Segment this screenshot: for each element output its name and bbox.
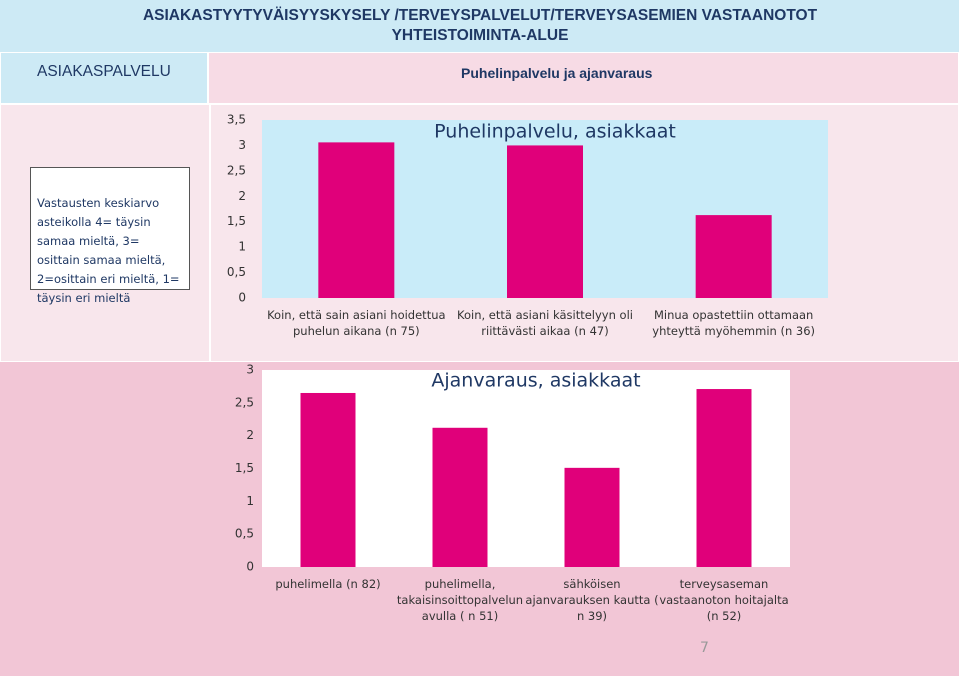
x-tick-label: Minua opastettiin ottamaan yhteyttä myöh…	[652, 308, 816, 338]
x-tick-label: Koin, että asiani käsittelyyn oli riittä…	[457, 308, 633, 338]
y-tick-label: 3	[238, 138, 246, 152]
y-tick-label: 0	[246, 560, 254, 574]
header-title: ASIAKASTYYTYVÄISYYSKYSELY /TERVEYSPALVEL…	[142, 7, 818, 44]
x-tick-label: terveysaseman vastaanoton hoitajalta (n …	[659, 577, 789, 623]
page-number: 7	[700, 640, 709, 656]
subtitle: Puhelinpalvelu ja ajanvaraus	[208, 52, 959, 104]
y-tick-label: 2	[238, 189, 246, 203]
bar	[300, 392, 356, 567]
x-tick-label: Koin, että sain asiani hoidettua puhelun…	[267, 308, 446, 338]
chart-title: Ajanvaraus, asiakkaat	[431, 370, 640, 392]
y-tick-label: 2	[246, 428, 254, 442]
y-tick-label: 3	[246, 363, 254, 377]
y-tick-label: 0,5	[227, 265, 246, 279]
bar	[318, 142, 395, 298]
y-tick-label: 1,5	[235, 461, 254, 475]
x-tick-label: puhelimella (n 82)	[275, 577, 381, 591]
x-tick-label: puhelimella, takaisinsoittopalvelun avul…	[396, 577, 524, 623]
y-tick-label: 3,5	[227, 113, 246, 127]
y-tick-label: 0,5	[235, 527, 254, 541]
y-tick-label: 0	[238, 291, 246, 305]
chart-title: Puhelinpalvelu, asiakkaat	[434, 121, 676, 143]
header-band	[0, 0, 959, 52]
bar	[696, 389, 752, 567]
x-tick-label: sähköisen ajanvarauksen kautta ( n 39)	[525, 577, 659, 623]
scale-note: Vastausten keskiarvo asteikolla 4= täysi…	[30, 167, 190, 305]
section-label: ASIAKASPALVELU	[0, 52, 208, 104]
y-tick-label: 1	[246, 494, 254, 508]
y-tick-label: 1	[238, 240, 246, 254]
bar	[507, 145, 583, 298]
y-tick-label: 1,5	[227, 214, 246, 228]
y-tick-label: 2,5	[227, 163, 246, 177]
bar	[564, 467, 620, 567]
y-tick-label: 2,5	[235, 395, 254, 409]
bar	[432, 427, 488, 567]
bar	[695, 215, 772, 298]
